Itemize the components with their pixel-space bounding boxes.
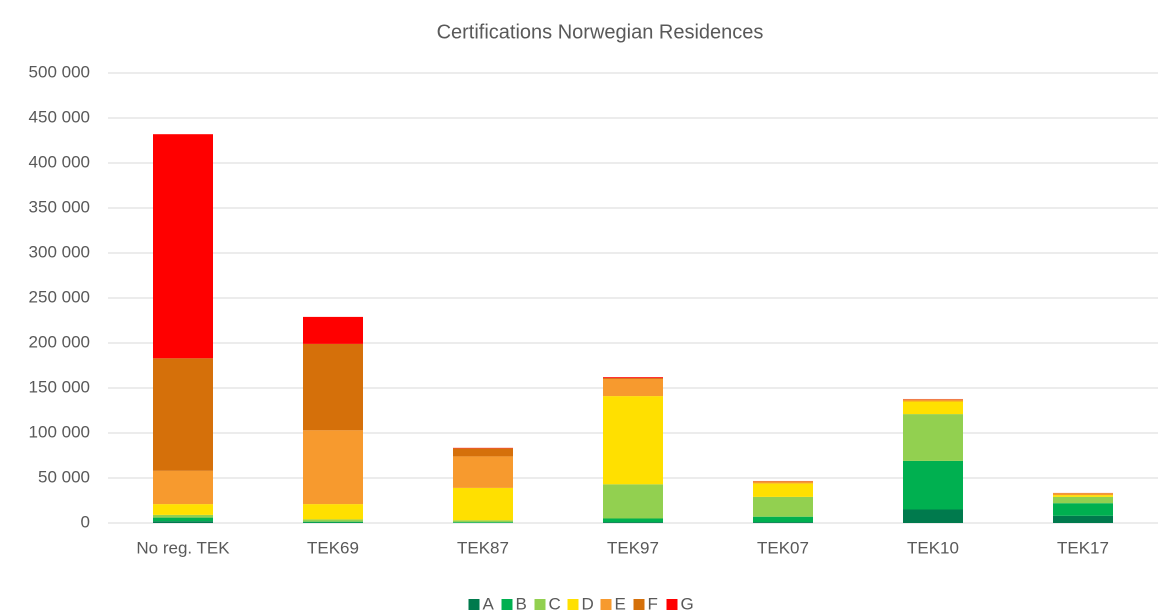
y-tick-label: 250 000 [29, 287, 90, 306]
bar-segment [1053, 503, 1113, 516]
bar-segment [603, 377, 663, 379]
y-tick-label: 150 000 [29, 377, 90, 396]
legend-swatch [468, 599, 480, 610]
bar-segment [1053, 515, 1113, 523]
bar-segment [753, 522, 813, 523]
legend-label: C [549, 594, 561, 613]
x-tick-label: TEK07 [757, 538, 809, 557]
bar-segment [303, 519, 363, 522]
legend-label: D [582, 594, 594, 613]
chart-title: Certifications Norwegian Residences [437, 21, 764, 43]
bar-segment [603, 396, 663, 485]
bar-segment [453, 448, 513, 457]
bar-segment [153, 514, 213, 518]
bar-segment [603, 378, 663, 379]
y-tick-label: 100 000 [29, 422, 90, 441]
bar-segment [153, 517, 213, 522]
y-tick-label: 400 000 [29, 152, 90, 171]
legend-swatch [633, 599, 645, 610]
bar-segment [153, 504, 213, 515]
y-tick-label: 50 000 [38, 467, 90, 486]
y-tick-label: 350 000 [29, 197, 90, 216]
bar-segment [153, 134, 213, 359]
bar-segment [903, 509, 963, 523]
bar-segment [153, 521, 213, 523]
bar-segment [1053, 493, 1113, 496]
x-tick-label: TEK17 [1057, 538, 1109, 557]
legend-swatch [501, 599, 513, 610]
legend-label: F [648, 594, 658, 613]
bar-segment [453, 522, 513, 523]
bar-segment [453, 520, 513, 523]
y-tick-label: 500 000 [29, 62, 90, 81]
bar-segment [903, 401, 963, 415]
bar-segment [903, 399, 963, 402]
bar-segment [603, 379, 663, 397]
bar-segment [603, 484, 663, 519]
bar-segment [153, 358, 213, 471]
legend-swatch [600, 599, 612, 610]
bar-segment [303, 504, 363, 520]
legend-swatch [666, 599, 678, 610]
x-tick-label: TEK69 [307, 538, 359, 557]
bar-segment [603, 518, 663, 523]
bar-segment [903, 414, 963, 461]
bar-segment [303, 343, 363, 431]
y-tick-label: 450 000 [29, 107, 90, 126]
bar-segment [753, 483, 813, 497]
legend-label: B [516, 594, 527, 613]
bar-segment [453, 487, 513, 521]
bar-segment [603, 522, 663, 523]
bar-segment [903, 460, 963, 510]
x-tick-label: TEK97 [607, 538, 659, 557]
bar-segment [453, 456, 513, 488]
y-tick-label: 300 000 [29, 242, 90, 261]
legend-label: G [681, 594, 694, 613]
bar-segment [753, 516, 813, 523]
bar-segment [753, 481, 813, 484]
bar-segment [153, 470, 213, 505]
bar-segment [303, 316, 363, 344]
x-tick-label: TEK10 [907, 538, 959, 557]
x-tick-label: TEK87 [457, 538, 509, 557]
legend-label: E [615, 594, 626, 613]
bar-segment [1053, 496, 1113, 504]
legend-swatch [534, 599, 546, 610]
y-tick-label: 200 000 [29, 332, 90, 351]
legend-label: A [483, 594, 495, 613]
bar-segment [303, 430, 363, 505]
bar-segment [1053, 495, 1113, 497]
bar-segment [753, 496, 813, 517]
x-tick-label: No reg. TEK [136, 538, 230, 557]
legend-swatch [567, 599, 579, 610]
bar-segment [303, 521, 363, 523]
y-tick-label: 0 [81, 512, 90, 531]
